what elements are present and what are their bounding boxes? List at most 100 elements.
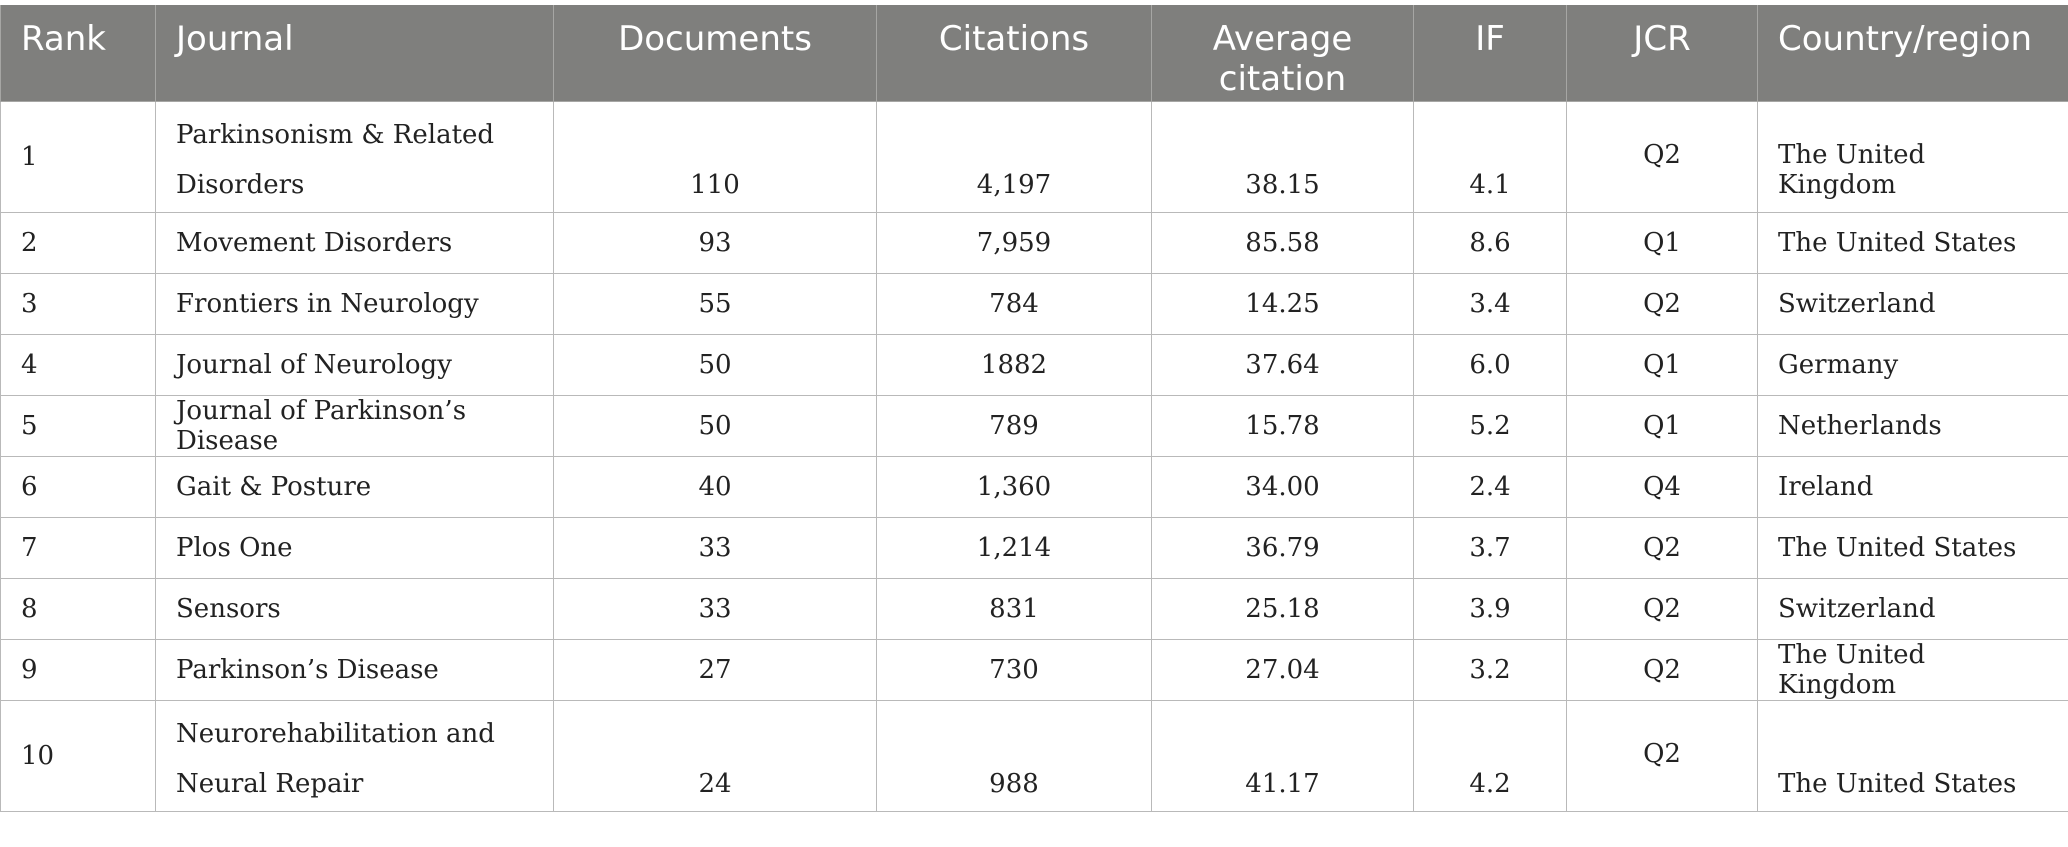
documents-cell: 50	[553, 394, 877, 457]
header-jcr: JCR	[1566, 5, 1758, 102]
rank-cell: 6	[0, 455, 156, 518]
table-row: 4 Journal of Neurology 50 1882 37.64 6.0…	[0, 333, 2068, 396]
country-cell: Netherlands	[1757, 394, 2068, 457]
jcr-cell: Q1	[1566, 394, 1758, 457]
if-cell: 2.4	[1413, 455, 1567, 518]
documents-cell: 33	[553, 577, 877, 640]
table-row: 7 Plos One 33 1,214 36.79 3.7 Q2 The Uni…	[0, 516, 2068, 579]
journal-cell: Journal of Neurology	[155, 333, 554, 396]
citations-cell: 1,214	[876, 516, 1152, 579]
if-cell: 4.1	[1413, 100, 1567, 213]
header-average-line2: citation	[1218, 59, 1347, 99]
rank-cell: 5	[0, 394, 156, 457]
journal-line2: Neural Repair	[176, 768, 364, 799]
journal-cell: Neurorehabilitation and Neural Repair	[155, 699, 554, 812]
jcr-cell: Q2	[1566, 577, 1758, 640]
rank-cell: 8	[0, 577, 156, 640]
table-row: 6 Gait & Posture 40 1,360 34.00 2.4 Q4 I…	[0, 455, 2068, 518]
average-citation-cell: 15.78	[1151, 394, 1414, 457]
citations-cell: 988	[876, 699, 1152, 812]
rank-cell: 2	[0, 211, 156, 274]
rank-cell: 3	[0, 272, 156, 335]
journal-table-container: Rank Journal Documents Citations Average…	[0, 5, 2068, 812]
journal-table: Rank Journal Documents Citations Average…	[0, 5, 2068, 812]
header-average-line1: Average	[1212, 19, 1353, 59]
country-cell: Ireland	[1757, 455, 2068, 518]
jcr-cell: Q2	[1566, 638, 1758, 701]
if-cell: 3.2	[1413, 638, 1567, 701]
average-citation-cell: 14.25	[1151, 272, 1414, 335]
header-row: Rank Journal Documents Citations Average…	[0, 5, 2068, 102]
jcr-cell: Q2	[1566, 100, 1758, 213]
header-documents: Documents	[553, 5, 877, 102]
citations-cell: 4,197	[876, 100, 1152, 213]
journal-cell: Journal of Parkinson’s Disease	[155, 394, 554, 457]
table-row: 9 Parkinson’s Disease 27 730 27.04 3.2 Q…	[0, 638, 2068, 701]
header-rank: Rank	[0, 5, 156, 102]
average-citation-cell: 34.00	[1151, 455, 1414, 518]
if-cell: 3.9	[1413, 577, 1567, 640]
country-cell: The United Kingdom	[1757, 100, 2068, 213]
table-row: 10 Neurorehabilitation and Neural Repair…	[0, 699, 2068, 812]
jcr-cell: Q2	[1566, 272, 1758, 335]
average-citation-cell: 41.17	[1151, 699, 1414, 812]
jcr-cell: Q1	[1566, 211, 1758, 274]
average-citation-cell: 38.15	[1151, 100, 1414, 213]
header-if: IF	[1413, 5, 1567, 102]
journal-cell: Plos One	[155, 516, 554, 579]
journal-line1: Parkinsonism & Related	[176, 119, 495, 150]
header-country: Country/region	[1757, 5, 2068, 102]
rank-cell: 1	[0, 100, 156, 213]
average-citation-cell: 27.04	[1151, 638, 1414, 701]
average-citation-cell: 85.58	[1151, 211, 1414, 274]
documents-cell: 33	[553, 516, 877, 579]
jcr-cell: Q2	[1566, 516, 1758, 579]
table-row: 3 Frontiers in Neurology 55 784 14.25 3.…	[0, 272, 2068, 335]
documents-cell: 27	[553, 638, 877, 701]
average-citation-cell: 36.79	[1151, 516, 1414, 579]
journal-line2: Disorders	[176, 169, 305, 200]
documents-cell: 24	[553, 699, 877, 812]
documents-cell: 110	[553, 100, 877, 213]
country-cell: The United States	[1757, 211, 2068, 274]
header-journal: Journal	[155, 5, 554, 102]
table-row: 5 Journal of Parkinson’s Disease 50 789 …	[0, 394, 2068, 457]
if-cell: 4.2	[1413, 699, 1567, 812]
jcr-cell: Q1	[1566, 333, 1758, 396]
citations-cell: 789	[876, 394, 1152, 457]
table-row: 2 Movement Disorders 93 7,959 85.58 8.6 …	[0, 211, 2068, 274]
rank-cell: 7	[0, 516, 156, 579]
header-average-citation: Average citation	[1151, 5, 1414, 102]
jcr-cell: Q4	[1566, 455, 1758, 518]
journal-cell: Parkinsonism & Related Disorders	[155, 100, 554, 213]
header-citations: Citations	[876, 5, 1152, 102]
if-cell: 3.7	[1413, 516, 1567, 579]
citations-cell: 831	[876, 577, 1152, 640]
table-row: 1 Parkinsonism & Related Disorders 110 4…	[0, 100, 2068, 213]
country-cell: Germany	[1757, 333, 2068, 396]
documents-cell: 40	[553, 455, 877, 518]
table-row: 8 Sensors 33 831 25.18 3.9 Q2 Switzerlan…	[0, 577, 2068, 640]
country-cell: Switzerland	[1757, 272, 2068, 335]
rank-cell: 10	[0, 699, 156, 812]
rank-cell: 4	[0, 333, 156, 396]
country-cell: The United Kingdom	[1757, 638, 2068, 701]
journal-line1: Neurorehabilitation and	[176, 718, 495, 749]
if-cell: 5.2	[1413, 394, 1567, 457]
if-cell: 3.4	[1413, 272, 1567, 335]
if-cell: 8.6	[1413, 211, 1567, 274]
rank-cell: 9	[0, 638, 156, 701]
citations-cell: 784	[876, 272, 1152, 335]
journal-cell: Sensors	[155, 577, 554, 640]
journal-cell: Frontiers in Neurology	[155, 272, 554, 335]
journal-cell: Parkinson’s Disease	[155, 638, 554, 701]
country-cell: The United States	[1757, 699, 2068, 812]
citations-cell: 1882	[876, 333, 1152, 396]
citations-cell: 7,959	[876, 211, 1152, 274]
country-cell: Switzerland	[1757, 577, 2068, 640]
documents-cell: 55	[553, 272, 877, 335]
if-cell: 6.0	[1413, 333, 1567, 396]
average-citation-cell: 25.18	[1151, 577, 1414, 640]
country-cell: The United States	[1757, 516, 2068, 579]
journal-cell: Movement Disorders	[155, 211, 554, 274]
